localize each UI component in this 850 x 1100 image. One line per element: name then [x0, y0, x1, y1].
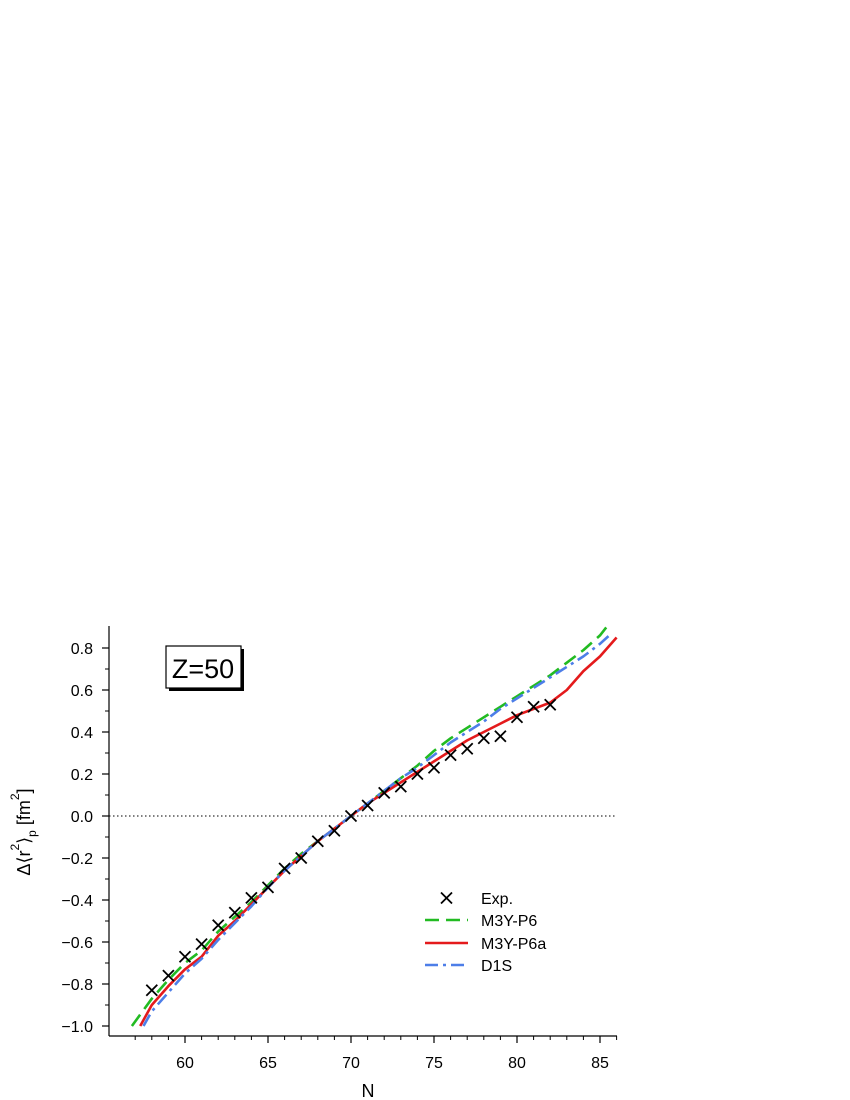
- y-tick-label: 0.0: [71, 809, 93, 826]
- exp-data-point: [278, 862, 291, 875]
- exp-data-point: [228, 906, 241, 919]
- axes: [108, 626, 617, 1037]
- exp-data-point: [344, 809, 358, 823]
- y-tick-label: −0.4: [61, 893, 93, 910]
- y-ticks: −1.0 −0.8 −0.6 −0.4 −0.2 0.0 0.2 0.4 0.6 0.8: [61, 641, 109, 1036]
- legend: Exp. M3Y-P6 M3Y-P6a D1S: [425, 891, 546, 975]
- legend-label: D1S: [481, 958, 512, 975]
- exp-data-point: [311, 835, 324, 848]
- exp-data-point: [245, 891, 258, 905]
- y-axis-title-sub: p: [25, 830, 39, 837]
- y-tick-label: 0.6: [71, 683, 93, 700]
- exp-data-point: [461, 742, 474, 755]
- y-tick-label: −0.2: [61, 851, 93, 868]
- y-tick-label: −0.8: [61, 977, 93, 994]
- legend-item-m3y-p6: M3Y-P6: [425, 913, 537, 930]
- annotation-box-frame: [165, 645, 242, 689]
- legend-label: Exp.: [481, 891, 513, 908]
- series-line-m3y-p6a: [139, 636, 618, 1027]
- legend-label: M3Y-P6a: [481, 936, 546, 953]
- exp-data-point: [178, 950, 192, 963]
- y-axis-title-sup2: 2: [8, 793, 22, 800]
- x-tick-label: 75: [425, 1055, 443, 1072]
- exp-data-point: [195, 937, 208, 951]
- legend-item-m3y-p6a: M3Y-P6a: [425, 936, 546, 953]
- x-tick-label: 70: [342, 1055, 360, 1072]
- exp-data-point: [361, 799, 374, 812]
- x-axis-title: N: [362, 1081, 375, 1100]
- legend-label: M3Y-P6: [481, 913, 537, 930]
- exp-data-point: [527, 700, 540, 713]
- x-tick-label: 60: [176, 1055, 194, 1072]
- y-axis-title-unit-close: ]: [14, 788, 34, 793]
- y-tick-label: 0.8: [71, 641, 93, 658]
- y-axis-title-sup1: 2: [8, 844, 22, 851]
- x-tick-label: 65: [259, 1055, 277, 1072]
- exp-data-point: [510, 711, 524, 724]
- legend-item-d1s: D1S: [425, 958, 512, 975]
- exp-data-point: [477, 732, 490, 745]
- y-tick-label: −0.6: [61, 935, 93, 952]
- legend-item-exp-: Exp.: [440, 891, 513, 908]
- legend-marker: [440, 891, 453, 905]
- exp-data-point: [212, 919, 225, 932]
- exp-data-point: [444, 748, 457, 762]
- exp-data-point: [145, 984, 158, 997]
- exp-data-point: [494, 730, 507, 743]
- exp-data-point: [411, 767, 424, 781]
- exp-data-point: [427, 761, 441, 774]
- y-axis-title-close: ⟩: [14, 837, 34, 844]
- y-tick-label: −1.0: [61, 1019, 93, 1036]
- y-axis-title: Δ⟨r2⟩p [fm2]: [8, 788, 39, 875]
- annotation-box: Z=50: [165, 645, 244, 691]
- x-tick-label: 85: [591, 1055, 609, 1072]
- exp-data-point: [261, 881, 275, 894]
- exp-data-point: [328, 824, 341, 837]
- exp-data-point: [295, 851, 308, 865]
- x-ticks: 60 65 70 75 80 85: [134, 1036, 618, 1072]
- exp-data-point: [394, 780, 407, 793]
- y-tick-label: 0.4: [71, 725, 93, 742]
- exp-data-point: [378, 786, 391, 800]
- series-group: [130, 626, 618, 1027]
- y-axis-title-unit-open: [fm: [14, 800, 34, 830]
- y-axis-title-main: Δ⟨r: [14, 851, 34, 876]
- exp-data-point: [162, 969, 175, 982]
- series-line-d1s: [142, 632, 613, 1027]
- annotation-label: Z=50: [172, 654, 234, 684]
- x-tick-label: 80: [508, 1055, 526, 1072]
- exp-data-point: [544, 698, 557, 711]
- y-tick-label: 0.2: [71, 767, 93, 784]
